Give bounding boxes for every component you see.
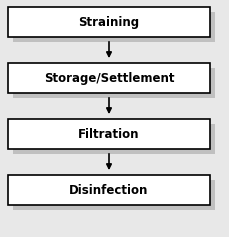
FancyBboxPatch shape xyxy=(8,7,210,37)
FancyBboxPatch shape xyxy=(8,63,210,93)
Text: Storage/Settlement: Storage/Settlement xyxy=(44,72,174,85)
FancyBboxPatch shape xyxy=(13,68,215,98)
Text: Disinfection: Disinfection xyxy=(69,183,149,196)
Text: Straining: Straining xyxy=(79,15,139,28)
FancyBboxPatch shape xyxy=(13,124,215,154)
FancyBboxPatch shape xyxy=(8,119,210,149)
FancyBboxPatch shape xyxy=(13,12,215,42)
Text: Filtration: Filtration xyxy=(78,128,140,141)
FancyBboxPatch shape xyxy=(8,175,210,205)
FancyBboxPatch shape xyxy=(13,180,215,210)
